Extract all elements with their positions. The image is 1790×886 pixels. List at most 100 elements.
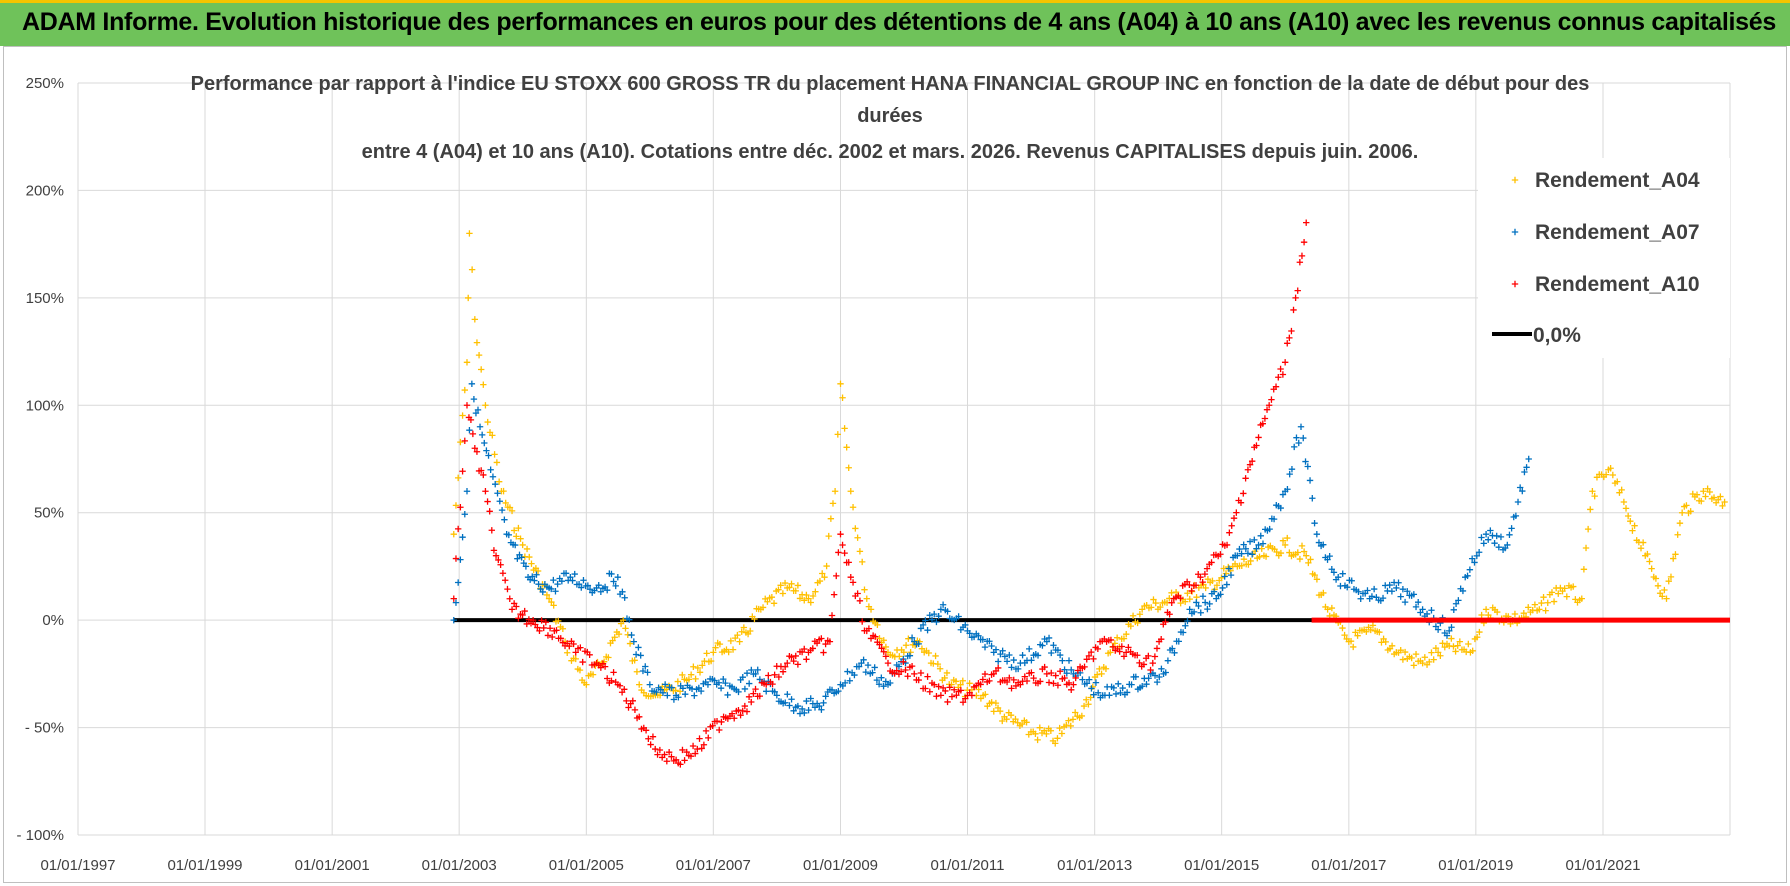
data-point xyxy=(1246,538,1254,545)
data-point xyxy=(1311,571,1318,579)
report-title: ADAM Informe. Evolution historique des p… xyxy=(22,8,1776,36)
data-point xyxy=(1028,669,1035,676)
series-rendement_a07 xyxy=(450,380,1532,717)
data-point xyxy=(1620,498,1628,506)
data-point xyxy=(1466,566,1474,573)
data-point xyxy=(1052,740,1059,747)
data-point xyxy=(1452,600,1460,607)
data-point xyxy=(854,534,861,541)
data-point xyxy=(747,627,754,635)
data-point xyxy=(944,698,951,706)
data-point xyxy=(741,702,749,710)
data-point xyxy=(880,637,887,644)
data-point xyxy=(1259,420,1266,427)
data-point xyxy=(676,688,684,695)
data-point xyxy=(1162,618,1169,626)
data-point xyxy=(1047,727,1055,734)
data-point xyxy=(1270,515,1278,523)
data-point xyxy=(467,416,475,424)
data-point xyxy=(1646,558,1653,565)
data-point xyxy=(1609,471,1617,479)
x-tick-label: 01/01/2013 xyxy=(1057,857,1132,874)
data-point xyxy=(1369,622,1377,629)
data-point xyxy=(1473,633,1481,641)
data-point xyxy=(1313,576,1321,583)
data-point xyxy=(508,606,516,613)
data-point xyxy=(1525,604,1532,611)
data-point xyxy=(652,745,659,753)
data-point xyxy=(1257,532,1264,539)
data-point xyxy=(1175,638,1182,645)
data-point xyxy=(782,699,789,706)
data-point xyxy=(1399,656,1407,663)
data-point xyxy=(873,676,881,684)
data-point xyxy=(831,488,839,495)
data-point xyxy=(1648,565,1655,572)
data-point xyxy=(623,697,630,705)
data-point xyxy=(1587,506,1594,513)
data-point xyxy=(1404,588,1411,595)
data-point xyxy=(1719,502,1726,510)
data-point xyxy=(1665,577,1672,585)
data-point xyxy=(1410,591,1418,598)
data-point xyxy=(626,640,634,647)
data-point xyxy=(1115,680,1122,688)
data-point xyxy=(628,631,635,639)
data-point xyxy=(1304,463,1311,470)
data-point xyxy=(595,581,602,589)
data-point xyxy=(933,618,940,626)
data-point xyxy=(1627,517,1634,525)
data-point xyxy=(1540,593,1547,601)
data-point xyxy=(475,351,483,359)
data-point xyxy=(764,598,771,605)
data-point xyxy=(1034,652,1042,659)
data-point xyxy=(982,691,989,698)
data-point xyxy=(1255,434,1262,441)
data-point xyxy=(1281,541,1289,549)
data-point xyxy=(687,671,695,678)
data-point xyxy=(1098,670,1105,678)
data-point xyxy=(517,535,524,542)
data-point xyxy=(1487,527,1494,534)
data-point xyxy=(1469,647,1476,655)
data-point xyxy=(1542,607,1549,614)
data-point xyxy=(1448,635,1455,642)
data-point xyxy=(1480,540,1487,547)
data-point xyxy=(1107,636,1115,644)
data-point xyxy=(492,480,499,488)
data-point xyxy=(854,590,861,597)
data-point xyxy=(597,588,605,595)
x-tick-label: 01/01/1999 xyxy=(167,857,242,874)
data-point xyxy=(1478,534,1485,541)
data-point xyxy=(720,675,727,683)
data-point xyxy=(1512,512,1520,520)
data-point xyxy=(1006,651,1013,659)
data-point xyxy=(679,746,686,754)
data-point xyxy=(546,625,554,632)
data-point xyxy=(670,696,678,703)
data-point xyxy=(856,597,864,605)
data-point xyxy=(1437,652,1444,659)
data-point xyxy=(1162,669,1169,676)
data-point xyxy=(1639,539,1647,546)
x-tick-label: 01/01/2007 xyxy=(676,857,751,874)
series-rendement_a10 xyxy=(450,219,1310,768)
data-point xyxy=(1087,648,1095,656)
data-point xyxy=(813,639,821,647)
data-point xyxy=(904,673,911,680)
data-point xyxy=(1275,374,1282,381)
data-point xyxy=(988,642,995,650)
data-point xyxy=(773,692,781,699)
data-point xyxy=(1113,634,1121,641)
data-point xyxy=(620,616,627,624)
data-point xyxy=(932,652,939,660)
data-point xyxy=(829,500,837,507)
data-point xyxy=(1401,598,1409,606)
data-point xyxy=(743,708,751,715)
data-point xyxy=(1223,581,1230,588)
data-point xyxy=(1120,653,1128,660)
data-point xyxy=(675,694,682,701)
data-point xyxy=(683,748,690,756)
data-point xyxy=(1107,649,1114,656)
data-point xyxy=(450,616,457,624)
